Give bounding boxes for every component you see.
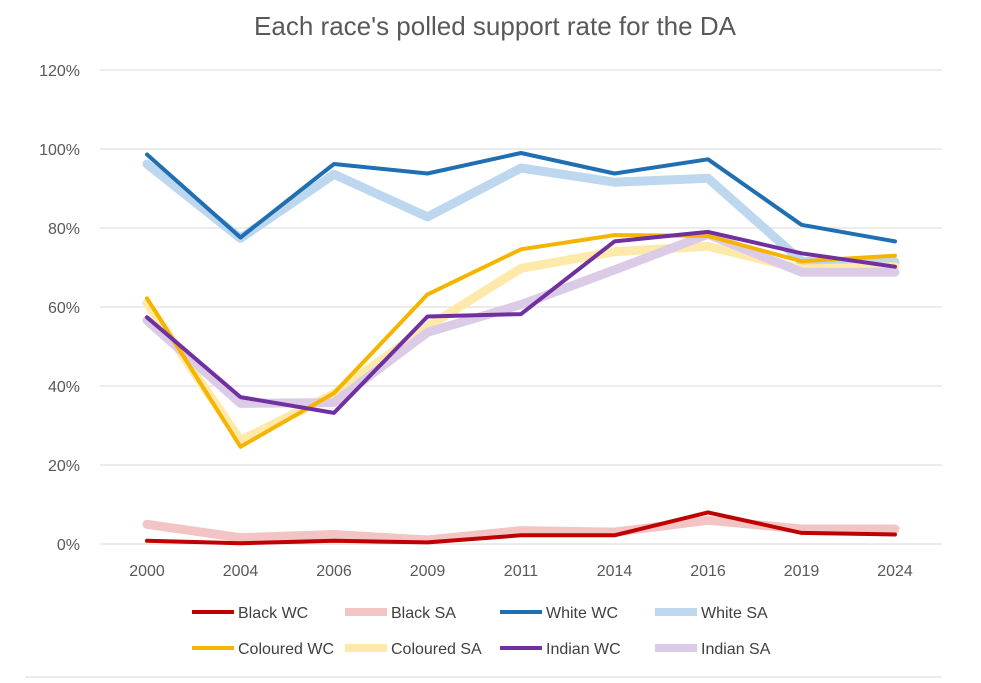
legend-label-coloured-wc: Coloured WC	[238, 641, 334, 658]
legend-label-white-wc: White WC	[546, 605, 618, 622]
y-axis-ticks: 0% 20% 40% 60% 80% 100% 120%	[39, 63, 80, 554]
x-tick-label: 2014	[597, 563, 633, 580]
legend: Black WC Black SA White WC White SA Coloured…	[192, 605, 771, 658]
y-tick-label: 0%	[57, 537, 80, 554]
series-line-white-wc	[145, 151, 897, 244]
x-tick-label: 2016	[690, 563, 726, 580]
series-line-indian-wc	[145, 229, 897, 415]
x-tick-label: 2006	[316, 563, 352, 580]
series-line-white-sa	[142, 159, 900, 267]
series-lines	[142, 151, 900, 546]
legend-label-black-sa: Black SA	[391, 605, 456, 622]
x-tick-label: 2019	[784, 563, 820, 580]
x-tick-label: 2009	[410, 563, 446, 580]
series-line-coloured-wc	[145, 233, 897, 449]
series-line-indian-sa	[142, 229, 900, 408]
y-tick-label: 20%	[48, 458, 80, 475]
legend-label-coloured-sa: Coloured SA	[391, 641, 482, 658]
x-tick-label: 2011	[504, 563, 539, 580]
series-line-coloured-sa	[142, 241, 900, 445]
legend-label-white-sa: White SA	[701, 605, 768, 622]
chart-title: Each race's polled support rate for the …	[254, 11, 737, 41]
x-tick-label: 2004	[223, 563, 259, 580]
y-tick-label: 40%	[48, 379, 80, 396]
legend-label-black-wc: Black WC	[238, 605, 308, 622]
y-tick-label: 80%	[48, 221, 80, 238]
x-tick-label: 2000	[129, 563, 165, 580]
x-axis-ticks: 2000 2004 2006 2009 2011 2014 2016 2019 2024	[129, 563, 913, 580]
series-line-black-wc	[145, 510, 897, 546]
legend-label-indian-wc: Indian WC	[546, 641, 621, 658]
legend-label-indian-sa: Indian SA	[701, 641, 771, 658]
y-tick-label: 60%	[48, 300, 80, 317]
y-tick-label: 100%	[39, 142, 80, 159]
x-tick-label: 2024	[877, 563, 913, 580]
grid-lines	[100, 69, 942, 545]
y-tick-label: 120%	[39, 63, 80, 80]
